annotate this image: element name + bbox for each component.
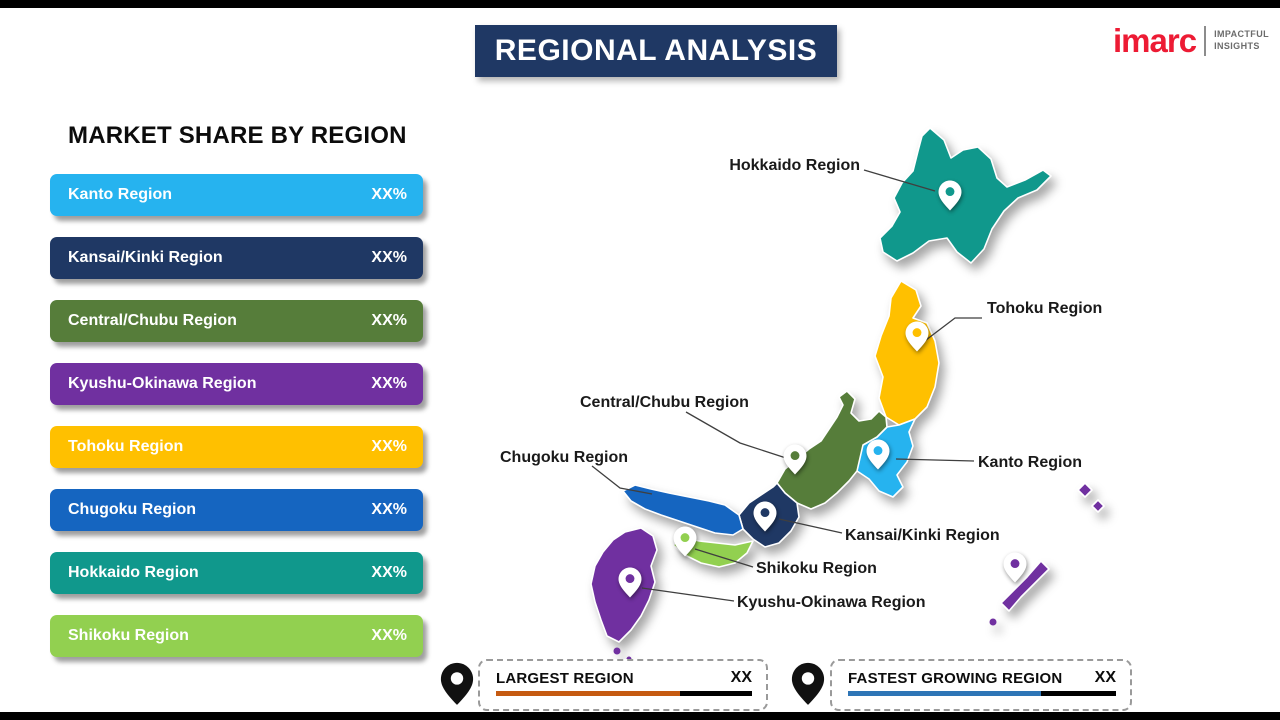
fastest-growing-bar-colored [848, 691, 1041, 696]
region-hokkaido [879, 127, 1052, 264]
share-bar-kanto: Kanto Region XX% [50, 174, 423, 216]
largest-region-value: XX [730, 669, 752, 686]
region-tohoku [874, 280, 940, 426]
logo-brand-text: imarc [1113, 22, 1197, 59]
share-bar-kansai: Kansai/Kinki Region XX% [50, 237, 423, 279]
connector-lines [591, 169, 982, 602]
market-share-list: Kanto Region XX% Kansai/Kinki Region XX%… [50, 174, 423, 657]
share-bar-shikoku: Shikoku Region XX% [50, 615, 423, 657]
share-bar-label: Chugoku Region [68, 501, 196, 518]
island-okinawa-main [1000, 560, 1050, 612]
logo-tagline: IMPACTFUL INSIGHTS [1214, 29, 1269, 52]
map-label-kanto: Kanto Region [978, 454, 1082, 471]
share-bar-label: Kansai/Kinki Region [68, 249, 223, 266]
island-okinawa-2 [1091, 499, 1105, 513]
largest-region-label: LARGEST REGION [496, 669, 634, 687]
pin-kansai [753, 501, 777, 532]
map-label-chubu: Central/Chubu Region [580, 394, 749, 411]
map-label-kansai: Kansai/Kinki Region [845, 527, 1000, 544]
map-label-hokkaido: Hokkaido Region [729, 157, 860, 174]
fastest-growing-value: XX [1094, 669, 1116, 686]
region-chubu [776, 390, 888, 510]
page-title: REGIONAL ANALYSIS [475, 25, 837, 77]
map-label-chugoku: Chugoku Region [500, 449, 628, 466]
share-bar-label: Tohoku Region [68, 438, 184, 455]
pin-okinawa [1003, 552, 1027, 583]
map-pins [618, 180, 1027, 598]
island-kyushu-south-1 [613, 647, 621, 655]
share-bar-value: XX% [371, 249, 407, 266]
share-bar-kyushu-okinawa: Kyushu-Okinawa Region XX% [50, 363, 423, 405]
share-bar-tohoku: Tohoku Region XX% [50, 426, 423, 468]
share-bar-value: XX% [371, 627, 407, 644]
largest-region-legend: LARGEST REGION XX [478, 659, 768, 711]
share-bar-value: XX% [371, 438, 407, 455]
fastest-growing-label: FASTEST GROWING REGION [848, 669, 1063, 687]
pin-kanto [866, 439, 890, 470]
largest-region-pin-icon [440, 662, 474, 714]
map-label-kyushu-okinawa: Kyushu-Okinawa Region [737, 594, 926, 611]
share-bar-value: XX% [371, 501, 407, 518]
largest-region-bar [496, 691, 752, 696]
share-bar-chugoku: Chugoku Region XX% [50, 489, 423, 531]
share-bar-value: XX% [371, 186, 407, 203]
island-okinawa-1 [1077, 482, 1093, 498]
region-chugoku [622, 484, 744, 536]
share-bar-label: Shikoku Region [68, 627, 189, 644]
fastest-growing-legend: FASTEST GROWING REGION XX [830, 659, 1132, 711]
connector-chugoku [591, 465, 653, 495]
connector-chubu [685, 411, 787, 459]
island-okinawa-3 [989, 618, 997, 626]
imarc-logo: imarc IMPACTFUL INSIGHTS [1113, 24, 1269, 57]
connector-kansai [778, 518, 843, 534]
pin-kyushu [618, 567, 642, 598]
connector-kyushu-okinawa [641, 587, 735, 602]
map-label-tohoku: Tohoku Region [987, 300, 1103, 317]
fastest-growing-pin-icon [791, 662, 825, 714]
share-bar-label: Hokkaido Region [68, 564, 199, 581]
share-bar-value: XX% [371, 375, 407, 392]
largest-region-bar-black [680, 691, 752, 696]
fastest-growing-bar-black [1040, 691, 1116, 696]
connector-shikoku [694, 548, 754, 568]
logo-divider [1204, 25, 1207, 56]
connector-kanto [895, 458, 975, 462]
pin-tohoku [905, 321, 929, 352]
connector-hokkaido [863, 169, 936, 192]
top-border [0, 0, 1280, 8]
share-bar-value: XX% [371, 564, 407, 581]
logo-tagline-line2: INSIGHTS [1214, 40, 1260, 51]
pin-hokkaido [938, 180, 962, 211]
share-bar-label: Kanto Region [68, 186, 172, 203]
logo-tagline-line1: IMPACTFUL [1214, 28, 1269, 39]
largest-region-bar-colored [496, 691, 681, 696]
share-bar-chubu: Central/Chubu Region XX% [50, 300, 423, 342]
market-share-heading: MARKET SHARE BY REGION [68, 122, 407, 149]
bottom-border [0, 712, 1280, 720]
share-bar-label: Kyushu-Okinawa Region [68, 375, 257, 392]
fastest-growing-bar [848, 691, 1116, 696]
share-bar-value: XX% [371, 312, 407, 329]
share-bar-hokkaido: Hokkaido Region XX% [50, 552, 423, 594]
page-title-text: REGIONAL ANALYSIS [494, 34, 818, 67]
pin-shikoku [673, 526, 697, 557]
map-label-shikoku: Shikoku Region [756, 560, 877, 577]
connector-tohoku [925, 317, 982, 341]
share-bar-label: Central/Chubu Region [68, 312, 237, 329]
pin-chubu [783, 444, 807, 475]
